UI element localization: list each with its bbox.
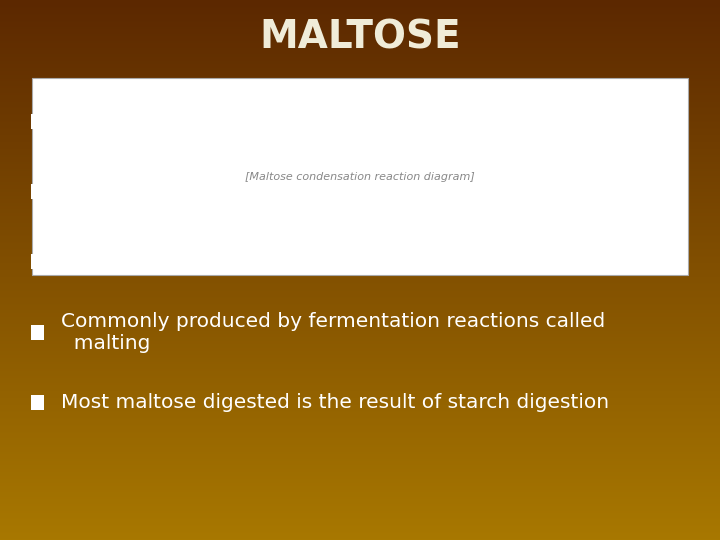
Bar: [31, 184, 44, 199]
Bar: [31, 325, 44, 340]
Text: Constructed by a condensation reaction: Constructed by a condensation reaction: [61, 112, 465, 131]
Text: Commonly produced by fermentation reactions called
  malting: Commonly produced by fermentation reacti…: [61, 312, 606, 353]
Text: MALTOSE: MALTOSE: [259, 19, 461, 57]
FancyBboxPatch shape: [32, 78, 688, 275]
Bar: [31, 395, 44, 410]
Bar: [31, 114, 44, 129]
Bar: [31, 254, 44, 269]
Text: Most maltose digested is the result of starch digestion: Most maltose digested is the result of s…: [61, 393, 609, 412]
Text: Possesses an alpha bond: Possesses an alpha bond: [61, 252, 314, 272]
Text: [Maltose condensation reaction diagram]: [Maltose condensation reaction diagram]: [245, 172, 475, 182]
Text: Composed of two glucose molecules: Composed of two glucose molecules: [61, 182, 430, 201]
